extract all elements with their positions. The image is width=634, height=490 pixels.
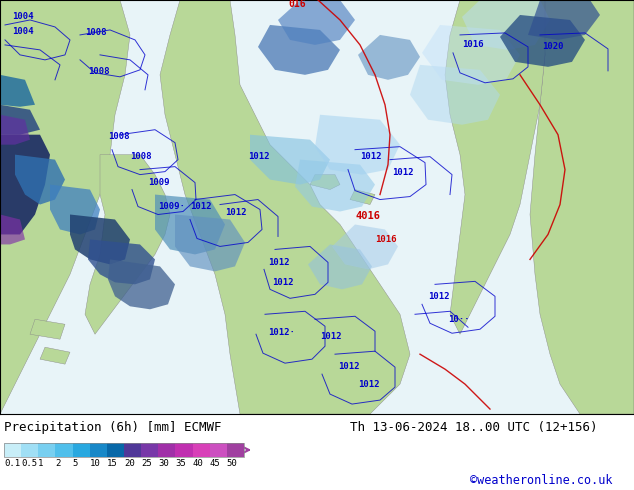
Text: 25: 25 bbox=[141, 459, 152, 468]
Text: 1012: 1012 bbox=[360, 152, 382, 161]
Polygon shape bbox=[0, 105, 40, 135]
Polygon shape bbox=[445, 0, 545, 334]
Bar bbox=[193, 443, 210, 457]
Text: 1012·: 1012· bbox=[268, 328, 295, 337]
Text: 1: 1 bbox=[38, 459, 44, 468]
Polygon shape bbox=[250, 135, 330, 185]
Text: 5: 5 bbox=[72, 459, 78, 468]
Text: 1016: 1016 bbox=[462, 40, 484, 49]
Text: 15: 15 bbox=[107, 459, 118, 468]
Bar bbox=[227, 443, 244, 457]
Bar bbox=[210, 443, 227, 457]
Text: 1008: 1008 bbox=[108, 132, 129, 141]
Text: 016: 016 bbox=[288, 0, 306, 9]
Text: 1012: 1012 bbox=[225, 208, 247, 217]
Bar bbox=[72, 443, 90, 457]
Text: 1012: 1012 bbox=[358, 380, 380, 389]
Text: 0.5: 0.5 bbox=[21, 459, 37, 468]
Text: 10: 10 bbox=[90, 459, 100, 468]
Bar bbox=[21, 443, 38, 457]
Polygon shape bbox=[85, 155, 170, 334]
Text: 45: 45 bbox=[210, 459, 221, 468]
Polygon shape bbox=[528, 0, 600, 40]
Polygon shape bbox=[155, 195, 225, 254]
Polygon shape bbox=[88, 240, 155, 284]
Polygon shape bbox=[278, 0, 355, 45]
Bar bbox=[90, 443, 107, 457]
Text: ©weatheronline.co.uk: ©weatheronline.co.uk bbox=[470, 474, 612, 487]
Text: 10··: 10·· bbox=[448, 315, 470, 324]
Polygon shape bbox=[108, 259, 175, 309]
Polygon shape bbox=[70, 215, 130, 265]
Polygon shape bbox=[410, 65, 500, 125]
Polygon shape bbox=[500, 0, 634, 414]
Polygon shape bbox=[175, 215, 245, 271]
Polygon shape bbox=[15, 155, 65, 204]
Polygon shape bbox=[315, 115, 400, 174]
Bar bbox=[141, 443, 158, 457]
Polygon shape bbox=[0, 0, 130, 414]
Text: 1008: 1008 bbox=[130, 152, 152, 161]
Polygon shape bbox=[358, 35, 420, 80]
Text: 1012: 1012 bbox=[272, 278, 294, 287]
Polygon shape bbox=[308, 245, 372, 289]
Polygon shape bbox=[0, 75, 35, 107]
Bar bbox=[107, 443, 124, 457]
Text: 20: 20 bbox=[124, 459, 135, 468]
Bar bbox=[4, 443, 21, 457]
Polygon shape bbox=[310, 174, 340, 190]
Text: 0.1: 0.1 bbox=[4, 459, 20, 468]
Text: 1004: 1004 bbox=[12, 27, 34, 36]
Polygon shape bbox=[350, 190, 375, 204]
Text: Th 13-06-2024 18..00 UTC (12+156): Th 13-06-2024 18..00 UTC (12+156) bbox=[350, 420, 597, 434]
Bar bbox=[38, 443, 55, 457]
Polygon shape bbox=[500, 15, 585, 67]
Polygon shape bbox=[0, 215, 25, 245]
Polygon shape bbox=[0, 115, 30, 145]
Bar bbox=[176, 443, 193, 457]
Text: 1009: 1009 bbox=[148, 178, 169, 187]
Bar bbox=[158, 443, 176, 457]
Text: 2: 2 bbox=[55, 459, 61, 468]
Text: 1012: 1012 bbox=[338, 362, 359, 370]
Text: 4016: 4016 bbox=[355, 212, 380, 221]
Polygon shape bbox=[0, 135, 50, 234]
Text: 1012: 1012 bbox=[268, 258, 290, 267]
Text: 1016: 1016 bbox=[375, 235, 396, 245]
Text: 1012: 1012 bbox=[248, 152, 269, 161]
Polygon shape bbox=[40, 347, 70, 364]
Polygon shape bbox=[462, 0, 550, 50]
Text: 30: 30 bbox=[158, 459, 169, 468]
Polygon shape bbox=[50, 185, 100, 234]
Text: 1004: 1004 bbox=[12, 12, 34, 22]
Text: 50: 50 bbox=[227, 459, 238, 468]
Polygon shape bbox=[422, 25, 520, 85]
Text: 1020: 1020 bbox=[542, 43, 564, 51]
Polygon shape bbox=[332, 224, 398, 270]
Polygon shape bbox=[258, 25, 340, 75]
Text: Precipitation (6h) [mm] ECMWF: Precipitation (6h) [mm] ECMWF bbox=[4, 420, 221, 434]
Text: 1009·: 1009· bbox=[158, 202, 185, 211]
Bar bbox=[124, 443, 141, 457]
Text: 1012: 1012 bbox=[320, 332, 342, 341]
Text: 40: 40 bbox=[193, 459, 204, 468]
Text: 1012: 1012 bbox=[392, 168, 413, 177]
Text: 1012: 1012 bbox=[428, 292, 450, 301]
Polygon shape bbox=[160, 0, 410, 414]
Bar bbox=[4, 443, 244, 457]
Text: 1008: 1008 bbox=[88, 67, 110, 76]
Text: 1008: 1008 bbox=[85, 28, 107, 37]
Polygon shape bbox=[295, 160, 375, 212]
Polygon shape bbox=[30, 319, 65, 339]
Text: 1012: 1012 bbox=[190, 202, 212, 211]
Text: 35: 35 bbox=[176, 459, 186, 468]
Bar bbox=[55, 443, 72, 457]
